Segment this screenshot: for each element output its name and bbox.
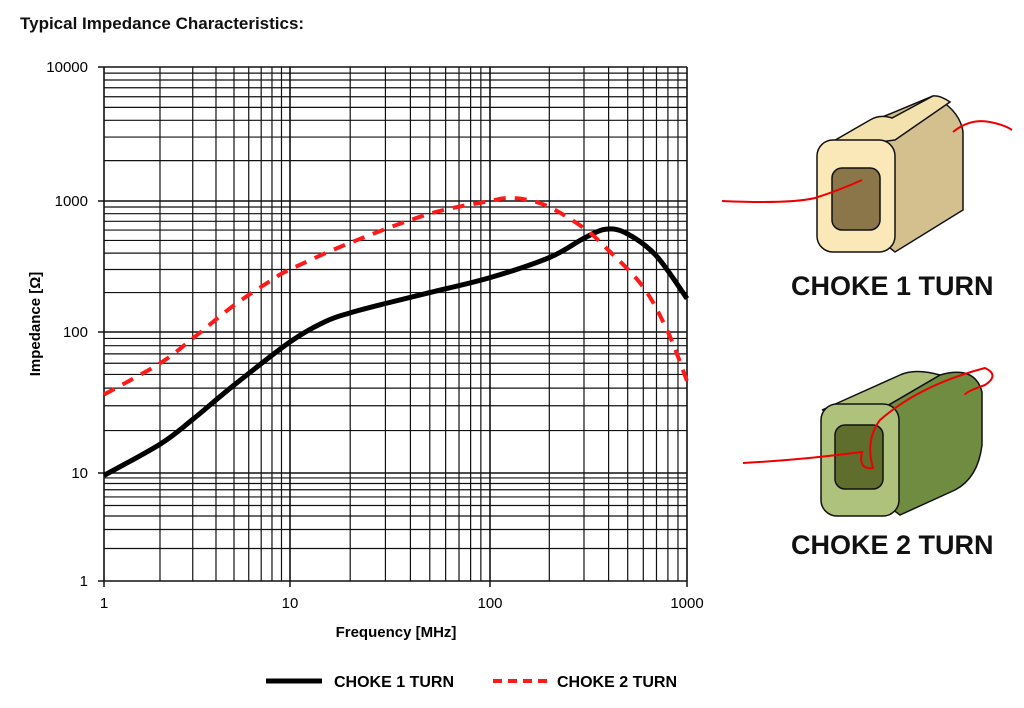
choke-1-turn-illustration — [721, 95, 1013, 253]
y-tick-label: 10 — [71, 465, 88, 482]
x-axis-label: Frequency [MHz] — [336, 624, 457, 641]
x-tick-label: 10 — [282, 595, 299, 612]
y-tick-label: 10000 — [46, 59, 88, 76]
series-line-1 — [102, 226, 690, 478]
choke-1-caption: CHOKE 1 TURN — [791, 271, 994, 301]
choke-2-turn-illustration — [742, 366, 994, 517]
series-line-2 — [103, 196, 689, 397]
x-tick-label: 100 — [477, 595, 502, 612]
y-tick-label: 100 — [63, 324, 88, 341]
y-tick-label: 1 — [80, 573, 88, 590]
chart-title: Typical Impedance Characteristics: — [20, 14, 305, 33]
tick-labels: 1 10 100 1000 1 10 100 1000 10000 — [46, 59, 703, 612]
choke-2-caption: CHOKE 2 TURN — [791, 530, 994, 560]
x-tick-label: 1 — [100, 595, 108, 612]
y-axis-label: Impedance [Ω] — [27, 272, 44, 377]
x-tick-label: 1000 — [670, 595, 703, 612]
legend-label-choke2: CHOKE 2 TURN — [557, 674, 677, 691]
legend-label-choke1: CHOKE 1 TURN — [334, 674, 454, 691]
y-tick-label: 1000 — [55, 193, 88, 210]
series-lines — [102, 196, 690, 478]
legend: CHOKE 1 TURN CHOKE 2 TURN — [266, 674, 677, 691]
grid — [103, 66, 688, 582]
